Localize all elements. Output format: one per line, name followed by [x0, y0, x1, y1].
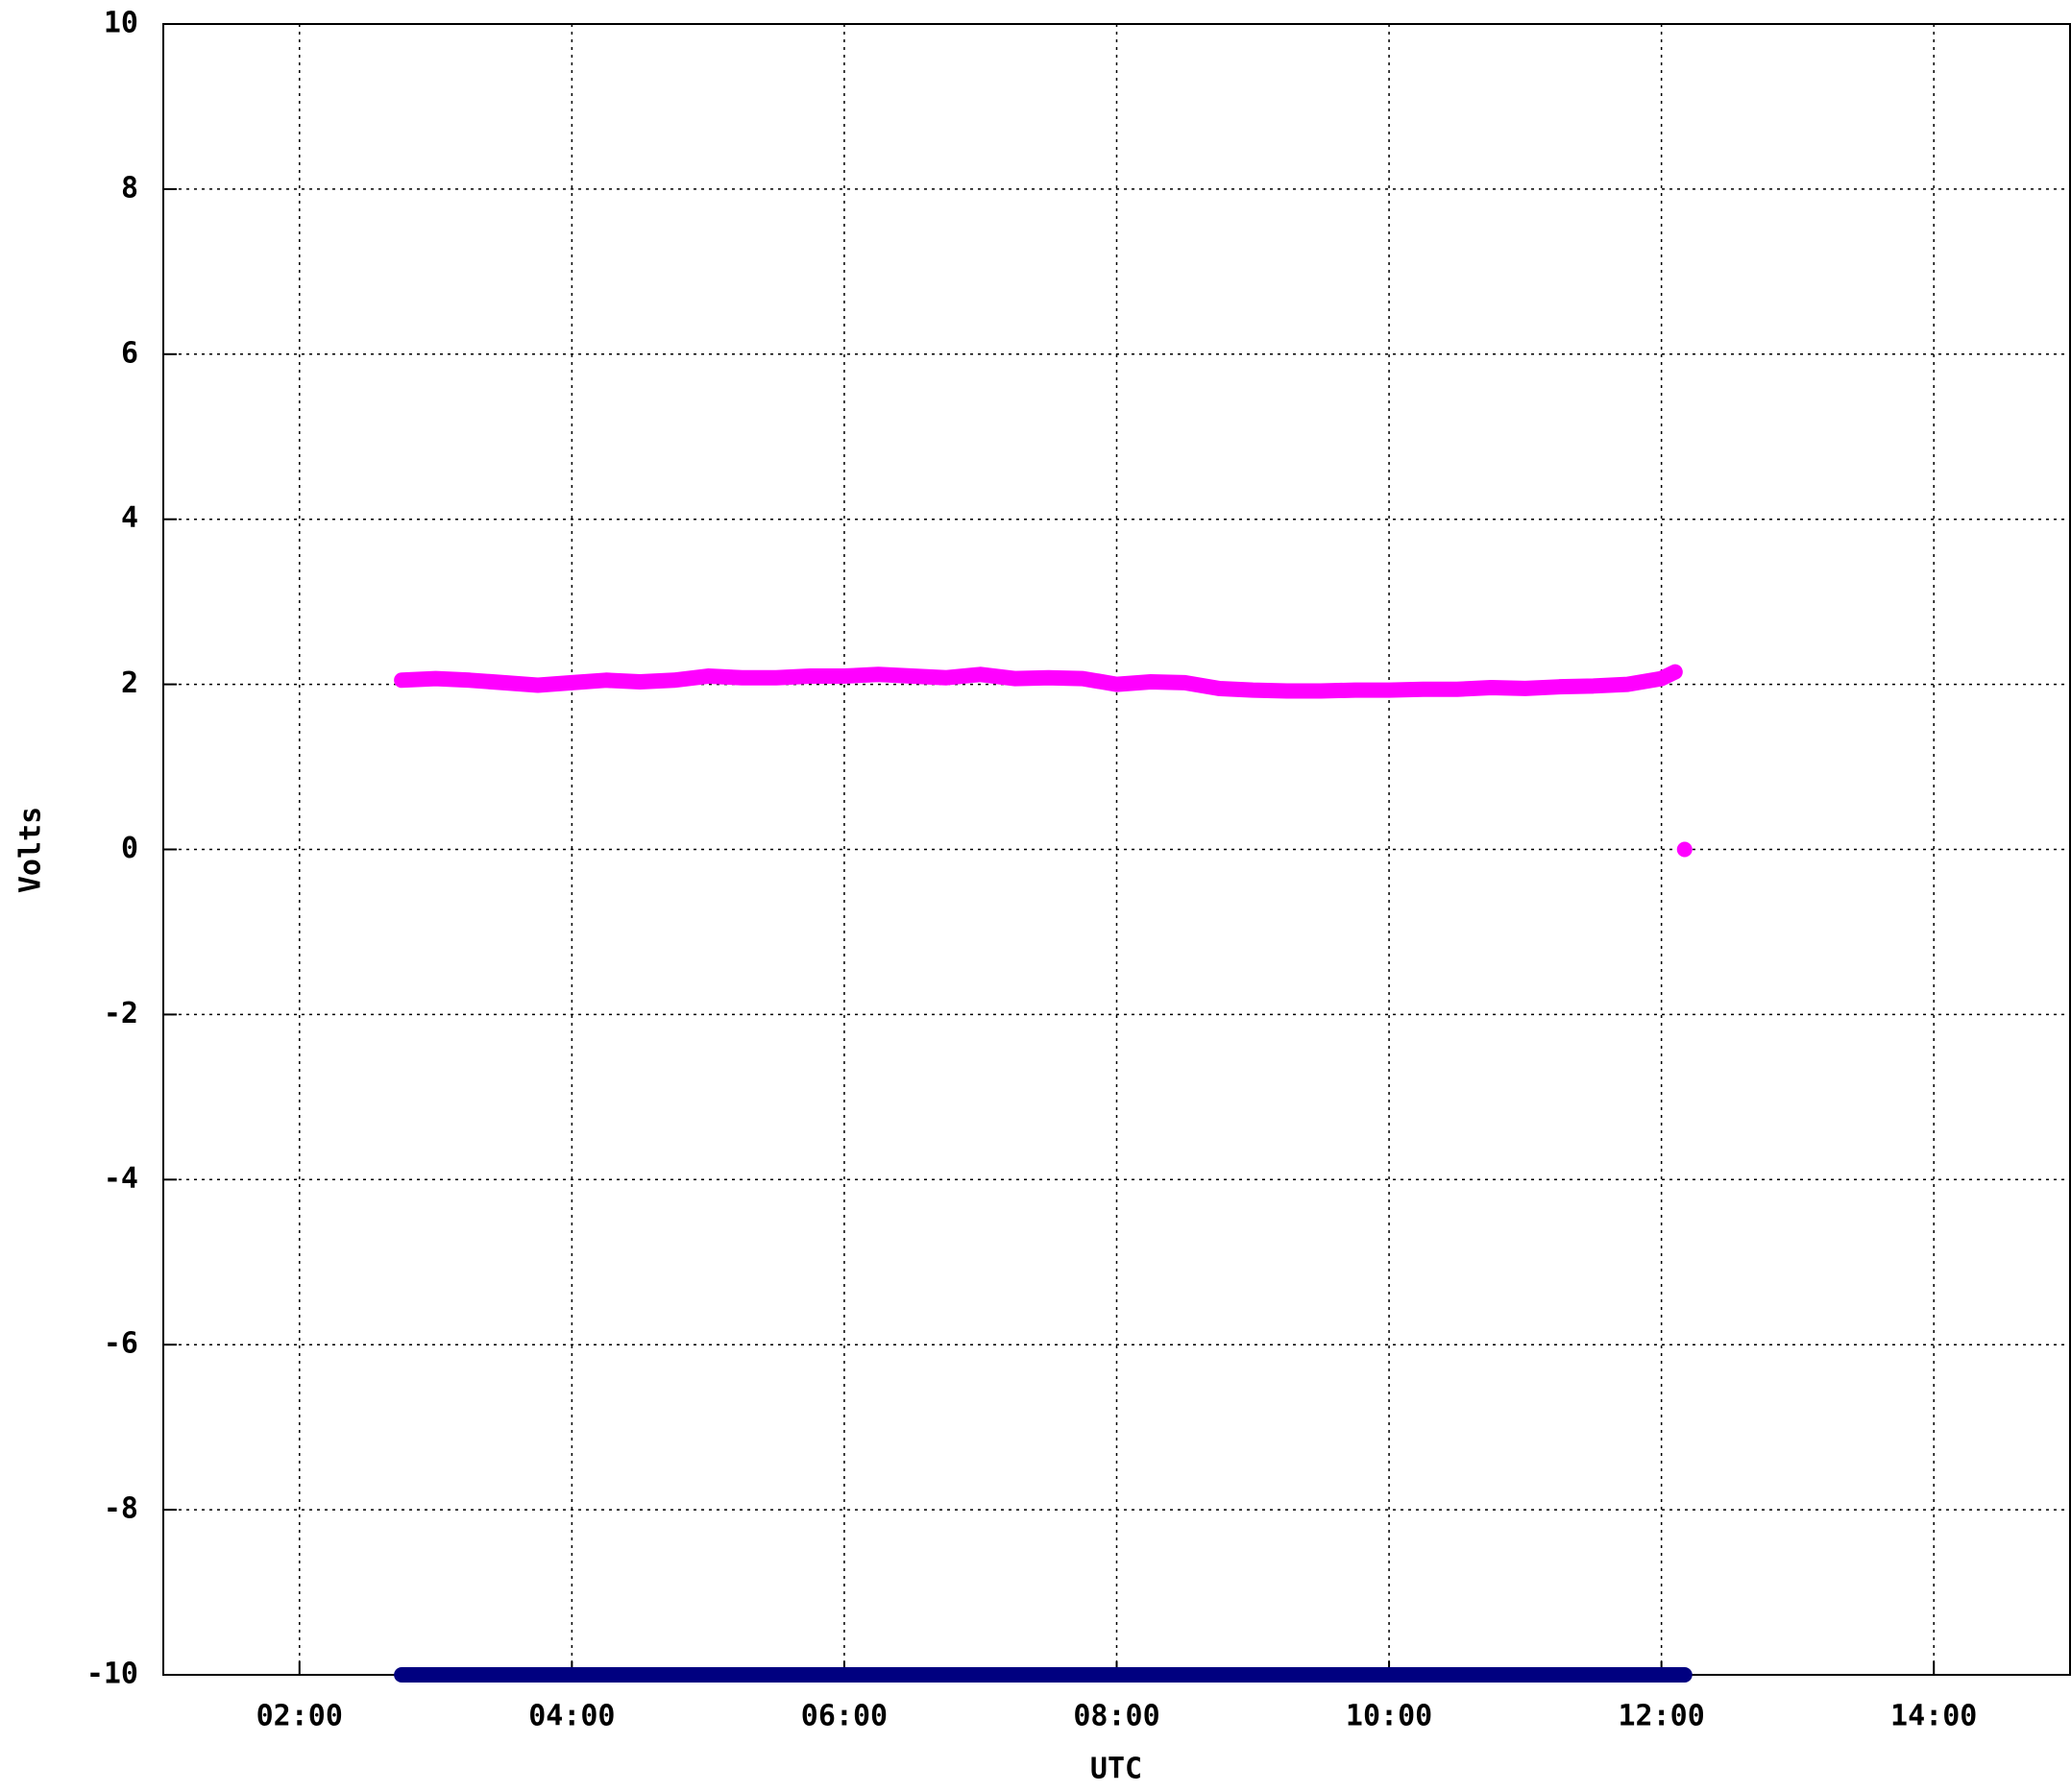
y-tick-label: 2: [121, 666, 138, 700]
y-tick-label: -6: [104, 1327, 138, 1361]
y-tick-label: 0: [121, 832, 138, 865]
y-tick-label: 10: [104, 7, 138, 40]
x-tick-label: 14:00: [1890, 1700, 1977, 1733]
y-tick-label: 6: [121, 336, 138, 370]
y-tick-label: -8: [104, 1492, 138, 1526]
y-tick-label: -10: [86, 1658, 138, 1691]
x-tick-label: 10:00: [1346, 1700, 1432, 1733]
x-axis-title: UTC: [1090, 1753, 1142, 1786]
x-tick-label: 12:00: [1618, 1700, 1704, 1733]
y-tick-label: -2: [104, 997, 138, 1030]
x-tick-label: 04:00: [528, 1700, 615, 1733]
x-tick-label: 08:00: [1073, 1700, 1159, 1733]
y-axis-title: Volts: [14, 807, 48, 893]
y-tick-label: -4: [104, 1162, 138, 1196]
x-tick-label: 06:00: [801, 1700, 888, 1733]
x-tick-label: 02:00: [256, 1700, 343, 1733]
y-tick-label: 4: [121, 501, 138, 535]
y-tick-label: 8: [121, 171, 138, 205]
data-line: [394, 664, 1693, 858]
